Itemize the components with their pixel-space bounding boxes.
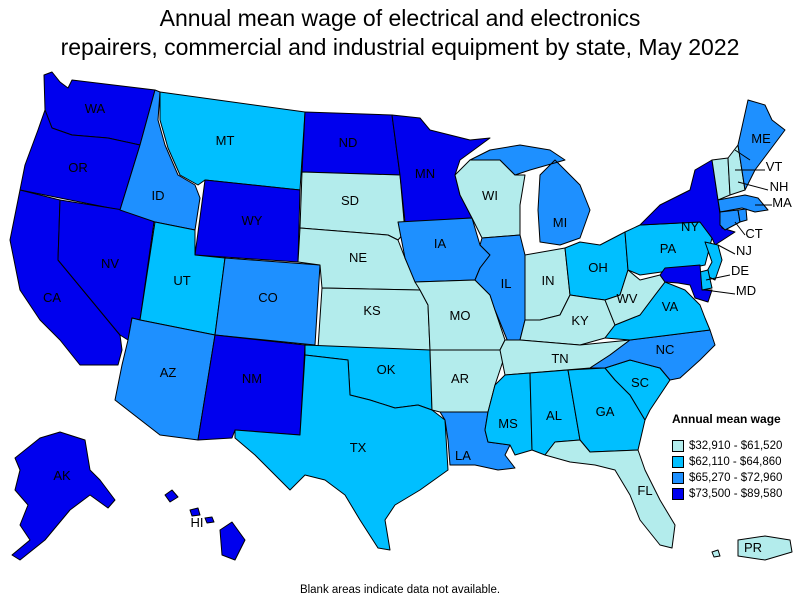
state-label-al: AL xyxy=(546,408,562,423)
state-label-pa: PA xyxy=(660,241,677,256)
state-label-il: IL xyxy=(501,276,512,291)
state-label-nj: NJ xyxy=(736,243,752,258)
state-label-vt: VT xyxy=(766,159,783,174)
state-label-ky: KY xyxy=(571,313,589,328)
state-label-sc: SC xyxy=(631,375,649,390)
state-label-hi: HI xyxy=(191,515,204,530)
state-label-mi: MI xyxy=(553,215,567,230)
state-ak[interactable] xyxy=(11,431,116,561)
footnote: Blank areas indicate data not available. xyxy=(299,584,501,596)
state-label-nv: NV xyxy=(101,256,119,271)
state-label-ga: GA xyxy=(596,404,615,419)
state-label-mn: MN xyxy=(415,166,435,181)
legend-label-1: $32,910 - $61,520 xyxy=(689,440,783,452)
state-label-pr: PR xyxy=(744,540,762,555)
legend-label-4: $73,500 - $89,580 xyxy=(689,488,783,500)
state-md[interactable] xyxy=(659,264,713,303)
state-label-ne: NE xyxy=(349,250,367,265)
title-line-2: repairers, commercial and industrial equ… xyxy=(60,34,740,60)
state-label-wy: WY xyxy=(242,213,263,228)
state-label-in: IN xyxy=(542,273,555,288)
legend-title: Annual mean wage xyxy=(672,412,781,426)
state-label-md: MD xyxy=(736,283,756,298)
state-label-mt: MT xyxy=(216,133,235,148)
state-label-nc: NC xyxy=(656,342,675,357)
state-label-va: VA xyxy=(662,299,679,314)
state-label-sd: SD xyxy=(341,193,359,208)
state-label-wv: WV xyxy=(617,291,638,306)
legend: Annual mean wage $32,910 - $61,520 $62,1… xyxy=(672,412,800,502)
legend-item-3: $65,270 - $72,960 xyxy=(672,470,800,486)
state-ct[interactable] xyxy=(719,209,741,231)
state-ri[interactable] xyxy=(737,208,748,223)
state-label-id: ID xyxy=(152,188,165,203)
legend-swatch-1 xyxy=(672,440,684,452)
state-label-mo: MO xyxy=(450,308,471,323)
state-label-wi: WI xyxy=(482,188,498,203)
state-label-ok: OK xyxy=(377,362,396,377)
page-title: Annual mean wage of electrical and elect… xyxy=(0,4,800,62)
state-label-tn: TN xyxy=(551,351,568,366)
state-nm[interactable] xyxy=(197,334,306,441)
state-ks[interactable] xyxy=(317,287,431,351)
legend-item-1: $32,910 - $61,520 xyxy=(672,438,800,454)
state-label-ca: CA xyxy=(43,290,61,305)
legend-item-4: $73,500 - $89,580 xyxy=(672,486,800,502)
state-label-ms: MS xyxy=(498,416,518,431)
state-nc[interactable] xyxy=(589,329,716,381)
state-me[interactable] xyxy=(737,99,786,191)
state-label-oh: OH xyxy=(588,260,608,275)
state-label-nh: NH xyxy=(770,179,789,194)
state-id[interactable] xyxy=(119,89,201,231)
state-label-ut: UT xyxy=(173,273,190,288)
state-label-or: OR xyxy=(68,160,88,175)
state-label-wa: WA xyxy=(85,101,106,116)
state-label-de: DE xyxy=(731,263,749,278)
state-label-nd: ND xyxy=(339,135,358,150)
legend-item-2: $62,110 - $64,860 xyxy=(672,454,800,470)
state-label-fl: FL xyxy=(637,483,652,498)
state-label-az: AZ xyxy=(160,365,177,380)
state-ms[interactable] xyxy=(484,372,533,456)
state-label-ia: IA xyxy=(434,236,447,251)
state-label-me: ME xyxy=(751,131,771,146)
state-label-ar: AR xyxy=(451,371,469,386)
state-ky[interactable] xyxy=(519,294,616,346)
state-hi[interactable] xyxy=(164,489,246,561)
legend-swatch-2 xyxy=(672,456,684,468)
state-mn[interactable] xyxy=(391,114,491,223)
state-mi[interactable] xyxy=(469,144,591,246)
legend-label-3: $65,270 - $72,960 xyxy=(689,472,783,484)
state-label-ny: NY xyxy=(681,219,699,234)
title-line-1: Annual mean wage of electrical and elect… xyxy=(159,5,641,31)
state-pr[interactable] xyxy=(711,535,793,561)
legend-swatch-4 xyxy=(672,488,684,500)
state-label-ma: MA xyxy=(772,195,792,210)
state-label-la: LA xyxy=(455,448,471,463)
state-fl[interactable] xyxy=(544,439,676,549)
state-tx[interactable] xyxy=(234,354,449,551)
state-label-ct: CT xyxy=(745,226,762,241)
state-label-co: CO xyxy=(258,290,278,305)
state-label-nm: NM xyxy=(242,371,262,386)
state-label-ks: KS xyxy=(363,303,381,318)
legend-swatch-3 xyxy=(672,472,684,484)
legend-label-2: $62,110 - $64,860 xyxy=(689,456,782,468)
state-label-ak: AK xyxy=(53,468,71,483)
state-label-tx: TX xyxy=(350,440,367,455)
label-leader-lines xyxy=(704,149,772,295)
